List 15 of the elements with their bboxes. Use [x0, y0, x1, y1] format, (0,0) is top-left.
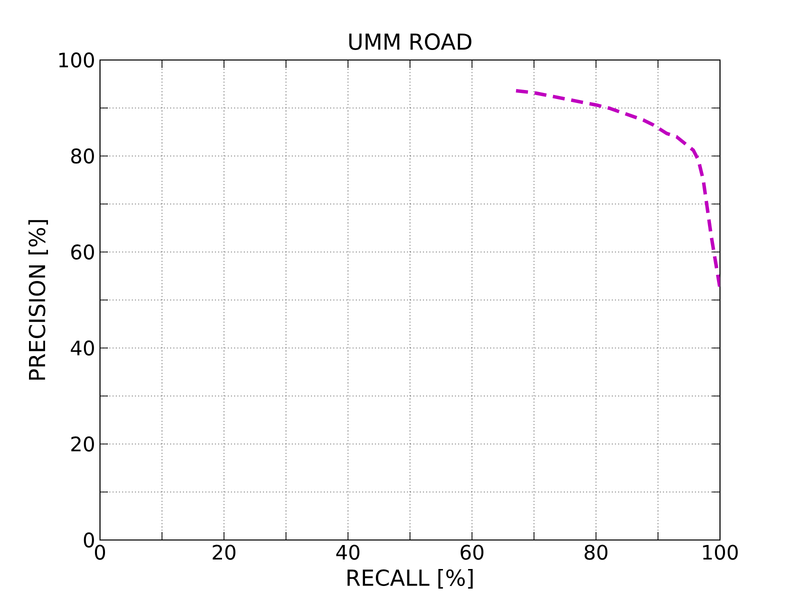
y-axis-title: PRECISION [%]	[28, 220, 48, 380]
x-tick-label: 80	[584, 544, 608, 560]
y-tick-label: 40	[70, 340, 94, 356]
x-tick-label: 60	[460, 544, 484, 560]
chart-title: UMM ROAD	[349, 33, 472, 50]
y-tick-label: 20	[71, 436, 94, 452]
x-tick-label: 20	[212, 544, 236, 560]
y-tick-label: 0	[84, 532, 94, 548]
x-tick-label: 100	[703, 544, 738, 560]
x-tick-label: 0	[94, 544, 106, 560]
y-tick-label: 60	[71, 244, 94, 260]
x-axis-title: RECALL [%]	[348, 569, 473, 589]
x-tick-label: 40	[336, 544, 360, 560]
y-tick-label: 80	[71, 148, 94, 164]
y-tick-label: 100	[59, 52, 94, 68]
